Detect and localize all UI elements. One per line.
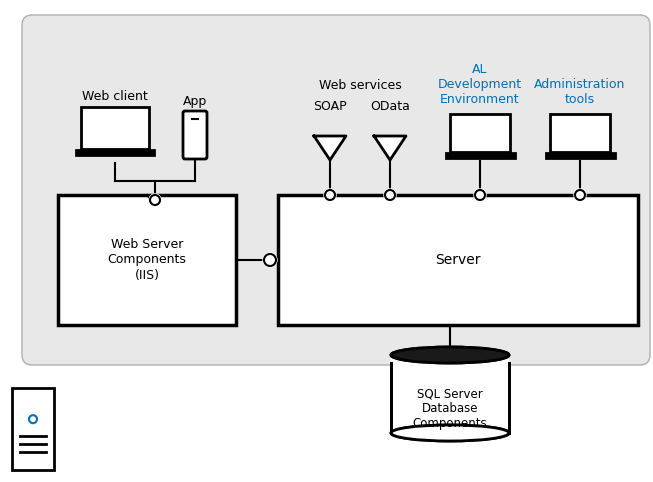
Circle shape bbox=[574, 189, 586, 201]
Text: Web services: Web services bbox=[319, 79, 402, 92]
Circle shape bbox=[474, 189, 486, 201]
Ellipse shape bbox=[391, 425, 509, 441]
Text: App: App bbox=[183, 95, 207, 108]
Bar bbox=[76, 150, 154, 155]
Ellipse shape bbox=[391, 425, 509, 441]
Text: OData: OData bbox=[370, 100, 410, 113]
Text: Web Server
Components
(IIS): Web Server Components (IIS) bbox=[108, 239, 187, 281]
FancyBboxPatch shape bbox=[183, 111, 207, 159]
Circle shape bbox=[384, 189, 396, 201]
Polygon shape bbox=[374, 136, 406, 160]
Bar bbox=[58, 195, 236, 325]
Text: Administration
tools: Administration tools bbox=[534, 78, 626, 106]
Text: SOAP: SOAP bbox=[313, 100, 347, 113]
Bar bbox=[545, 153, 614, 158]
Bar bbox=[81, 107, 149, 149]
FancyBboxPatch shape bbox=[22, 15, 650, 365]
Bar bbox=[12, 388, 54, 470]
Bar bbox=[550, 114, 610, 152]
Circle shape bbox=[263, 253, 277, 267]
Ellipse shape bbox=[391, 347, 509, 363]
Bar bbox=[278, 195, 638, 325]
Text: AL
Development
Environment: AL Development Environment bbox=[438, 63, 522, 106]
Circle shape bbox=[149, 194, 161, 206]
Text: Server: Server bbox=[436, 253, 481, 267]
Ellipse shape bbox=[391, 347, 509, 363]
Polygon shape bbox=[314, 136, 346, 160]
Text: Web client: Web client bbox=[82, 90, 148, 103]
Circle shape bbox=[324, 189, 336, 201]
Bar bbox=[391, 355, 509, 433]
Bar bbox=[445, 153, 515, 158]
Text: SQL Server
Database
Components: SQL Server Database Components bbox=[413, 388, 487, 430]
Bar bbox=[450, 114, 510, 152]
